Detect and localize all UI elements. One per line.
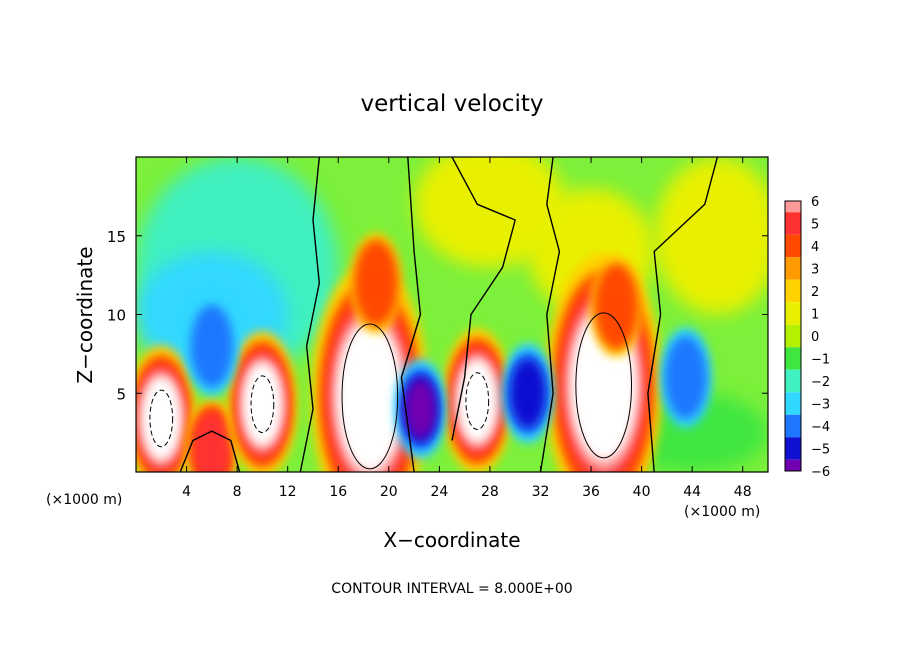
colorbar-swatch bbox=[785, 459, 801, 471]
field-level bbox=[664, 335, 708, 420]
x-axis: 4 8 12 16 20 24 28 32 36 40 44 48 bbox=[182, 157, 752, 500]
x-tick-label: 12 bbox=[279, 484, 297, 500]
y-axis-label: Z−coordinate bbox=[73, 246, 97, 383]
zero-contour bbox=[400, 157, 422, 472]
colorbar-swatch bbox=[785, 324, 801, 348]
zero-contour bbox=[647, 157, 719, 472]
updraft-cell bbox=[442, 328, 513, 472]
y-tick-label: 15 bbox=[107, 228, 126, 246]
downdraft-cell bbox=[660, 327, 712, 428]
colorbar-swatch bbox=[785, 201, 801, 213]
y-tick-label: 10 bbox=[107, 307, 126, 325]
chart-title: vertical velocity bbox=[361, 91, 544, 117]
zero-contour bbox=[539, 157, 561, 472]
zero-contour bbox=[451, 157, 516, 441]
field-blob bbox=[654, 157, 768, 315]
field-level bbox=[354, 239, 399, 327]
colorbar-tick-label: −3 bbox=[811, 398, 830, 413]
downdraft-cell bbox=[394, 358, 447, 460]
x-unit-left: (×1000 m) bbox=[46, 492, 122, 508]
updraft-cell bbox=[227, 331, 298, 472]
x-tick-label: 4 bbox=[182, 484, 191, 500]
colorbar-tick-label: 6 bbox=[811, 195, 819, 210]
updraft-cell bbox=[136, 345, 197, 472]
colorbar-swatch bbox=[785, 347, 801, 370]
interior-contour bbox=[575, 312, 632, 459]
field-level bbox=[242, 362, 283, 446]
field-level bbox=[141, 377, 181, 460]
updraft-cell bbox=[590, 256, 642, 357]
field-level bbox=[510, 358, 546, 428]
colorbar-tick-label: −5 bbox=[811, 443, 830, 458]
colorbar: 6 5 4 3 2 1 0 −1 −2 −3 −4 −5 −6 bbox=[784, 195, 830, 480]
dashed-contour bbox=[149, 389, 174, 448]
colorbar-tick-label: 4 bbox=[811, 240, 819, 255]
colorbar-swatch bbox=[785, 414, 801, 438]
downdraft-cell bbox=[186, 295, 238, 397]
colorbar-tick-label: −1 bbox=[811, 353, 830, 368]
x-unit-right: (×1000 m) bbox=[684, 504, 760, 520]
plot-area bbox=[136, 157, 768, 472]
colorbar-tick-label: 0 bbox=[811, 330, 819, 345]
field-level bbox=[594, 263, 639, 350]
x-tick-label: 40 bbox=[633, 484, 651, 500]
updraft-cell bbox=[350, 232, 402, 334]
colorbar-tick-label: 3 bbox=[811, 263, 819, 278]
x-tick-label: 44 bbox=[683, 484, 701, 500]
zero-contour bbox=[299, 157, 320, 472]
field-level bbox=[190, 304, 234, 388]
x-tick-label: 28 bbox=[481, 484, 499, 500]
x-axis-label: X−coordinate bbox=[383, 528, 520, 552]
contour-interval-note: CONTOUR INTERVAL = 8.000E+00 bbox=[331, 581, 572, 597]
colorbar-swatch bbox=[785, 257, 801, 280]
colorbar-swatch bbox=[785, 279, 801, 303]
field-level bbox=[336, 321, 404, 472]
dashed-contour bbox=[465, 372, 490, 430]
contour-layer bbox=[149, 157, 719, 472]
field-level bbox=[457, 359, 497, 443]
x-tick-label: 36 bbox=[582, 484, 600, 500]
interior-contour bbox=[341, 323, 399, 470]
colorbar-tick-label: 1 bbox=[811, 308, 819, 323]
y-axis: 5 10 15 bbox=[107, 228, 768, 403]
downdraft-cell bbox=[502, 343, 554, 444]
field-level bbox=[192, 410, 231, 472]
x-tick-label: 20 bbox=[380, 484, 398, 500]
colorbar-tick-label: 2 bbox=[811, 285, 819, 300]
colorbar-swatch bbox=[785, 392, 801, 415]
field-level bbox=[405, 379, 436, 439]
colorbar-swatch bbox=[785, 234, 801, 258]
x-tick-label: 8 bbox=[233, 484, 242, 500]
field-blob bbox=[414, 157, 566, 268]
y-tick-label: 5 bbox=[116, 385, 126, 403]
dashed-contour bbox=[250, 375, 275, 434]
colorbar-tick-label: −6 bbox=[811, 465, 830, 480]
colorbar-swatch bbox=[785, 437, 801, 460]
colorbar-swatch bbox=[785, 369, 801, 393]
zero-contour bbox=[179, 430, 241, 472]
x-tick-label: 16 bbox=[329, 484, 347, 500]
colorbar-frame bbox=[784, 200, 802, 472]
colorbar-swatch bbox=[785, 302, 801, 325]
colorbar-tick-label: −4 bbox=[811, 420, 830, 435]
colorbar-swatch bbox=[785, 212, 801, 235]
colorbar-tick-label: −2 bbox=[811, 375, 830, 390]
x-tick-label: 24 bbox=[430, 484, 448, 500]
updraft-cell bbox=[186, 398, 238, 472]
x-tick-label: 48 bbox=[734, 484, 752, 500]
colorbar-tick-label: 5 bbox=[811, 218, 819, 233]
x-tick-label: 32 bbox=[532, 484, 550, 500]
